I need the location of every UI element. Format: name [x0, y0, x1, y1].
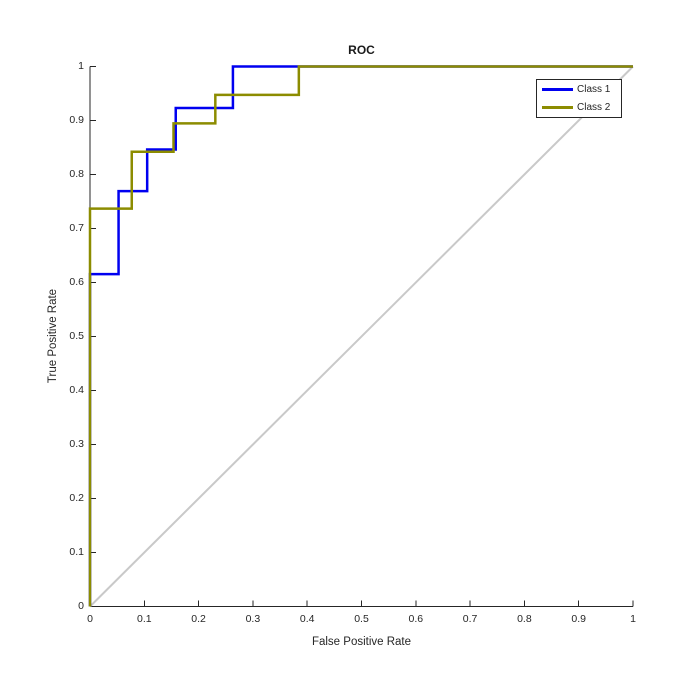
y-axis-label: True Positive Rate	[47, 288, 59, 384]
legend-label-class-2: Class 2	[577, 102, 611, 113]
legend-swatch-class-2	[542, 106, 573, 109]
x-axis-label: False Positive Rate	[311, 636, 412, 648]
legend-item-class-2[interactable]: Class 2	[537, 100, 621, 115]
legend[interactable]: Class 1 Class 2	[536, 79, 622, 118]
roc-curve-class-2[interactable]	[88, 65, 633, 607]
chart-title: ROC	[348, 43, 375, 57]
legend-item-class-1[interactable]: Class 1	[537, 82, 621, 97]
legend-label-class-1: Class 1	[577, 84, 611, 95]
legend-swatch-class-1	[542, 88, 573, 91]
reference-diagonal-line	[89, 65, 634, 608]
